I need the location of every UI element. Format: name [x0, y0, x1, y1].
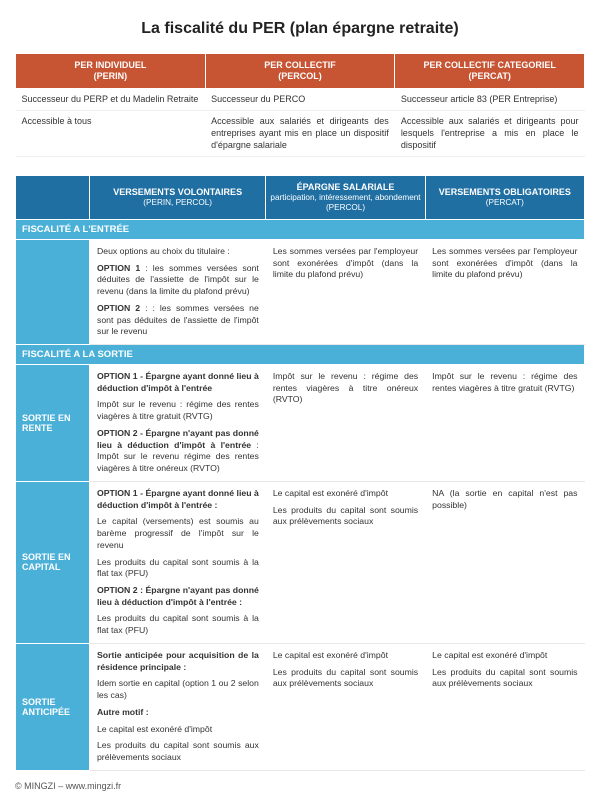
cell: OPTION 1 - Épargne ayant donné lieu à dé…: [89, 481, 265, 643]
cell: Deux options au choix du titulaire : OPT…: [89, 239, 265, 344]
cell: Impôt sur le revenu : régime des rentes …: [425, 364, 584, 481]
table-row: SORTIE EN CAPITAL OPTION 1 - Épargne aya…: [16, 481, 585, 643]
cell: Accessible aux salariés et dirigeants de…: [205, 111, 395, 157]
rowlabel-anticipee: SORTIE ANTICIPÉE: [16, 643, 90, 770]
cell: Sortie anticipée pour acquisition de la …: [89, 643, 265, 770]
rowlabel-empty: [16, 239, 90, 344]
fiscalite-table: VERSEMENTS VOLONTAIRES(PERIN, PERCOL) ÉP…: [15, 175, 585, 770]
table-row: Accessible à tous Accessible aux salarié…: [16, 111, 585, 157]
t2-h3: VERSEMENTS OBLIGATOIRES(PERCAT): [425, 176, 584, 219]
section-entree: FISCALITÉ A L'ENTRÉE: [16, 219, 585, 239]
t1-h2: PER COLLECTIF CATEGORIEL(PERCAT): [395, 54, 585, 89]
cell: Les sommes versées par l'employeur sont …: [425, 239, 584, 344]
t1-h1: PER COLLECTIF(PERCOL): [205, 54, 395, 89]
table-row: Successeur du PERP et du Madelin Retrait…: [16, 88, 585, 111]
per-types-table: PER INDIVIDUEL(PERIN) PER COLLECTIF(PERC…: [15, 53, 585, 157]
t2-h0: [16, 176, 90, 219]
rowlabel-rente: SORTIE EN RENTE: [16, 364, 90, 481]
cell: Les sommes versées par l'employeur sont …: [266, 239, 425, 344]
footer-credit: © MINGZI – www.mingzi.fr: [15, 781, 585, 791]
cell: Successeur du PERCO: [205, 88, 395, 111]
cell: Accessible aux salariés et dirigeants po…: [395, 111, 585, 157]
t2-h2: ÉPARGNE SALARIALEparticipation, intéress…: [266, 176, 425, 219]
cell: Accessible à tous: [16, 111, 206, 157]
rowlabel-capital: SORTIE EN CAPITAL: [16, 481, 90, 643]
cell: OPTION 1 - Épargne ayant donné lieu à dé…: [89, 364, 265, 481]
cell: Le capital est exonéré d'impôt Les produ…: [425, 643, 584, 770]
cell: Le capital est exonéré d'impôt Les produ…: [266, 481, 425, 643]
section-sortie: FISCALITÉ A LA SORTIE: [16, 344, 585, 364]
t2-h1: VERSEMENTS VOLONTAIRES(PERIN, PERCOL): [89, 176, 265, 219]
cell: NA (la sortie en capital n'est pas possi…: [425, 481, 584, 643]
table-row: SORTIE EN RENTE OPTION 1 - Épargne ayant…: [16, 364, 585, 481]
table-row: SORTIE ANTICIPÉE Sortie anticipée pour a…: [16, 643, 585, 770]
cell: Le capital est exonéré d'impôt Les produ…: [266, 643, 425, 770]
t1-h0: PER INDIVIDUEL(PERIN): [16, 54, 206, 89]
cell: Impôt sur le revenu : régime des rentes …: [266, 364, 425, 481]
cell: Successeur article 83 (PER Entreprise): [395, 88, 585, 111]
table-row: Deux options au choix du titulaire : OPT…: [16, 239, 585, 344]
cell: Successeur du PERP et du Madelin Retrait…: [16, 88, 206, 111]
page-title: La fiscalité du PER (plan épargne retrai…: [15, 20, 585, 38]
